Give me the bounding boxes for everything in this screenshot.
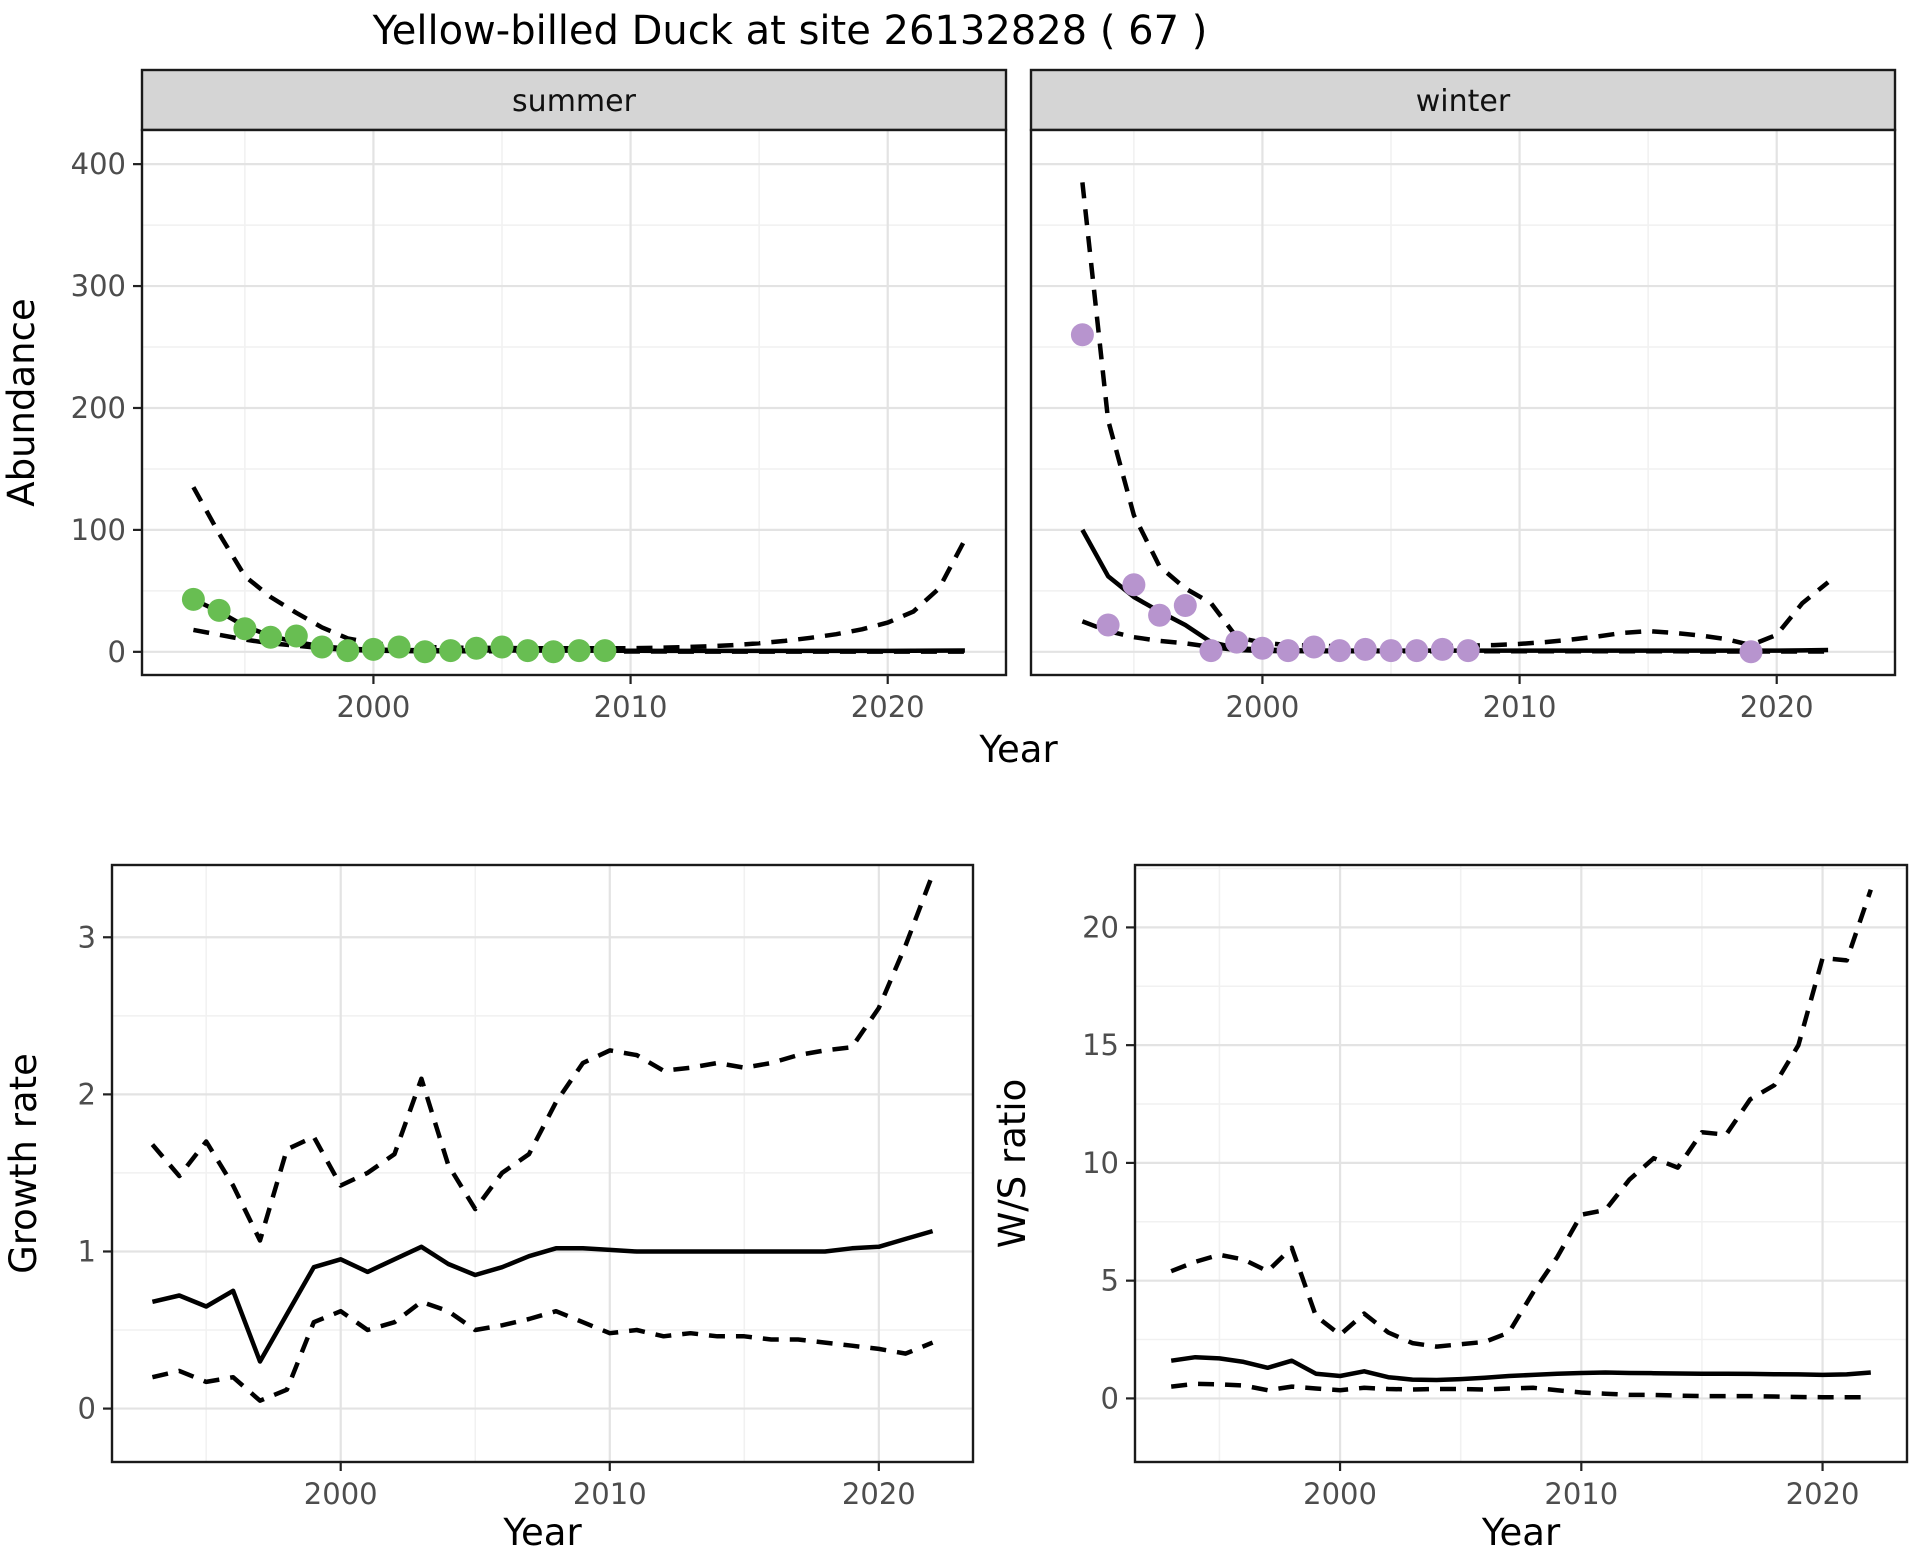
x-tick-label: 2000: [304, 1477, 378, 1511]
x-tick-label: 2000: [1303, 1477, 1377, 1511]
summer-observed-point: [310, 635, 334, 659]
x-axis-title: Year: [1481, 1511, 1561, 1554]
y-tick-label: 1: [78, 1234, 96, 1268]
x-tick-label: 2010: [594, 690, 668, 724]
summer-observed-point: [567, 639, 591, 663]
facet-strip-summer: [140, 68, 1008, 132]
y-tick-label: 0: [108, 635, 126, 669]
facet-strip-winter: [1029, 68, 1897, 132]
facet-strip-label: summer: [512, 84, 637, 119]
winter-observed-point: [1173, 594, 1197, 617]
summer-observed-point: [336, 639, 360, 663]
panel-border: [1029, 128, 1897, 677]
y-tick-label: 20: [1082, 910, 1119, 944]
winter-observed-point: [1199, 639, 1223, 663]
growth-rate-median-fit-line: [151, 1228, 934, 1364]
x-tick-label: 2020: [1740, 690, 1814, 724]
abundance-faceted-chart: 0 100 200 300 400 Abundance Year summer 2000 2010…: [0, 64, 1920, 770]
ws-ratio-lower-ci-line: [1170, 1381, 1871, 1400]
y-tick-label: 200: [71, 391, 126, 425]
summer-observed-point: [516, 639, 540, 663]
summer-observed-point: [284, 624, 308, 648]
winter-observed-point: [1225, 630, 1249, 654]
summer-observed-point: [181, 587, 205, 611]
winter-observed-point: [1250, 636, 1274, 660]
facet-strip-label: winter: [1416, 84, 1511, 119]
summer-observed-point: [490, 635, 514, 659]
y-tick-label: 15: [1082, 1028, 1119, 1062]
winter-observed-point: [1739, 640, 1763, 664]
y-tick-label: 100: [71, 513, 126, 547]
summer-observed-point: [593, 639, 617, 663]
winter-observed-point: [1302, 635, 1326, 659]
winter-observed-point: [1096, 613, 1120, 637]
abundance-winter-median-fit-line: [1080, 528, 1829, 653]
y-tick-label: 5: [1101, 1264, 1119, 1298]
summer-observed-point: [387, 635, 411, 659]
summer-observed-point: [439, 639, 463, 663]
panel-border: [1133, 863, 1909, 1464]
winter-observed-point: [1122, 573, 1146, 597]
x-tick-label: 2000: [337, 690, 411, 724]
panel-background: [1031, 130, 1895, 675]
x-axis-title: Year: [502, 1511, 582, 1554]
panel-border: [140, 128, 1008, 677]
x-tick-label: 2010: [1544, 1477, 1618, 1511]
x-tick-label: 2020: [1786, 1477, 1860, 1511]
winter-observed-point: [1379, 639, 1403, 663]
x-tick-label: 2020: [851, 690, 925, 724]
panel-background: [142, 130, 1006, 675]
y-axis-title: W/S ratio: [991, 1079, 1034, 1249]
ws-ratio-chart: 0 5 10 15 20 W/S ratio Year 2000 2010 2020: [985, 800, 1920, 1560]
winter-observed-point: [1148, 603, 1172, 627]
winter-observed-point: [1353, 637, 1377, 661]
panel-background: [112, 865, 973, 1462]
summer-observed-point: [259, 625, 283, 649]
y-tick-label: 300: [71, 269, 126, 303]
plot-title: Yellow-billed Duck at site 26132828 ( 67…: [372, 8, 1208, 54]
winter-observed-point: [1456, 639, 1480, 663]
summer-observed-point: [541, 640, 565, 664]
y-tick-label: 3: [78, 920, 96, 954]
panel-border: [110, 863, 975, 1464]
summer-observed-point: [207, 598, 231, 622]
summer-observed-point: [361, 637, 385, 661]
x-tick-label: 2000: [1226, 690, 1300, 724]
y-axis-title: Growth rate: [2, 1053, 45, 1274]
ws-ratio-median-fit-line: [1170, 1354, 1871, 1383]
abundance-summer-upper-ci-line: [191, 486, 967, 651]
x-axis-title: Year: [978, 728, 1058, 770]
winter-observed-point: [1405, 639, 1429, 663]
ws-ratio-svg: 0 5 10 15 20 W/S ratio Year 2000 2010 2020: [991, 863, 1909, 1554]
growth-rate-chart: 0 1 2 3 Growth rate Year 2000 2010 2020: [0, 800, 985, 1560]
x-tick-label: 2010: [1483, 690, 1557, 724]
y-tick-label: 2: [78, 1077, 96, 1111]
x-tick-label: 2010: [573, 1477, 647, 1511]
y-tick-label: 400: [71, 147, 126, 181]
y-tick-label: 0: [78, 1392, 96, 1426]
x-tick-label: 2020: [842, 1477, 916, 1511]
winter-observed-point: [1328, 639, 1352, 663]
summer-observed-point: [233, 617, 257, 641]
winter-observed-point: [1430, 637, 1454, 661]
y-axis-title: Abundance: [0, 298, 43, 506]
winter-observed-point: [1070, 323, 1094, 347]
abundance-svg: 0 100 200 300 400 Abundance Year summer 2000 2010…: [0, 68, 1897, 770]
y-tick-label: 10: [1082, 1146, 1119, 1180]
growth-rate-lower-ci-line: [151, 1299, 934, 1403]
growth-rate-upper-ci-line: [150, 873, 935, 1243]
winter-observed-point: [1276, 639, 1300, 663]
summer-observed-point: [464, 636, 488, 660]
summer-observed-point: [413, 640, 437, 664]
y-tick-label: 0: [1101, 1381, 1119, 1415]
growth-rate-svg: 0 1 2 3 Growth rate Year 2000 2010 2020: [2, 863, 975, 1554]
